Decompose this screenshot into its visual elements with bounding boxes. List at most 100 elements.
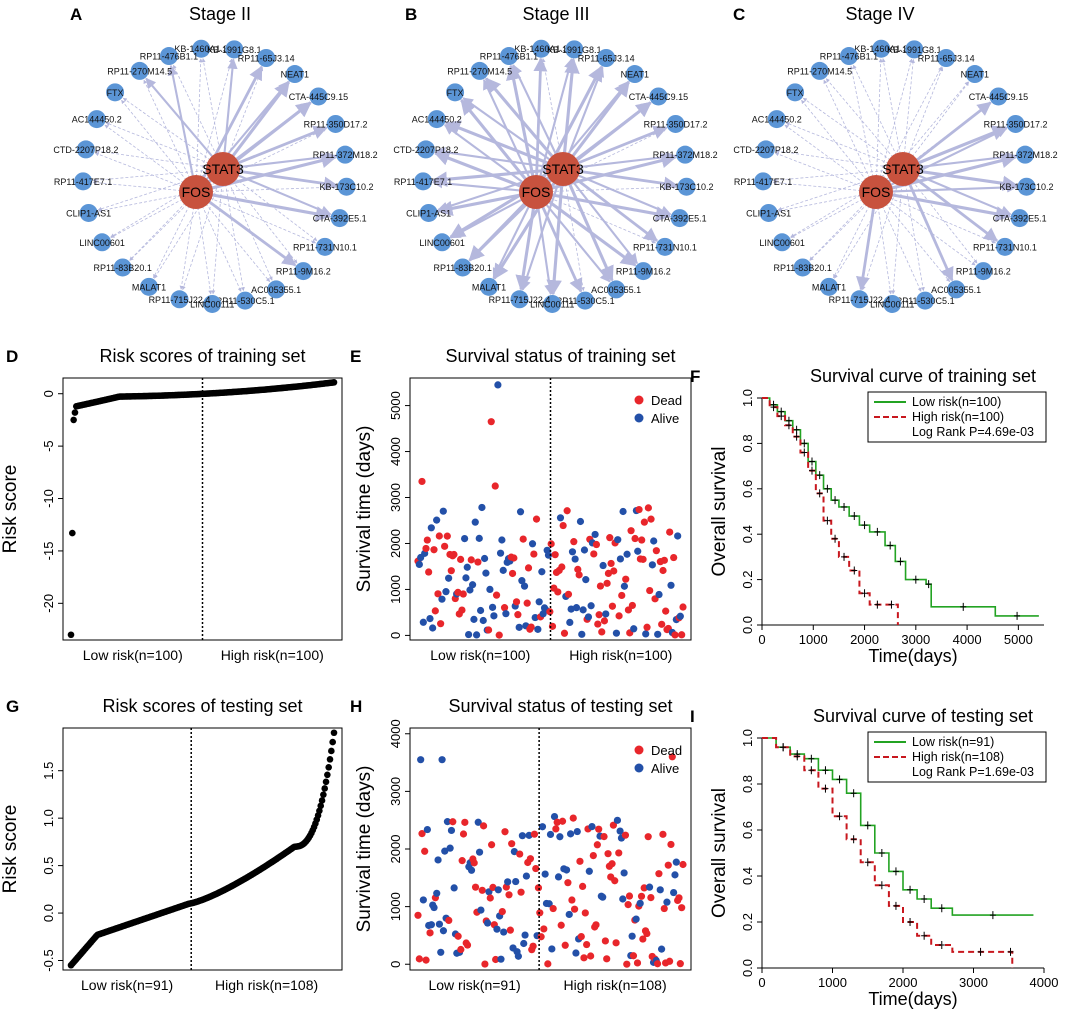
network-edge — [143, 79, 197, 193]
network-edge — [444, 120, 564, 171]
status-point — [620, 582, 629, 590]
status-point — [438, 595, 446, 603]
y-tick-label: 0 — [41, 390, 56, 397]
node-label: AC005355.1 — [931, 285, 981, 295]
network-node — [974, 262, 993, 281]
network-edge — [181, 168, 224, 291]
status-point — [608, 602, 617, 610]
network-node — [309, 87, 328, 106]
network-node — [839, 47, 858, 66]
panel-letter: F — [690, 367, 700, 386]
y-tick-label: -20 — [41, 594, 56, 613]
status-point — [590, 550, 598, 558]
censor-mark — [874, 600, 881, 609]
censor-mark — [808, 754, 815, 763]
network-edge — [535, 191, 657, 244]
node-label: RP11-372M18.2 — [653, 150, 718, 160]
network-node — [1017, 177, 1036, 196]
node-label: KB-1460A1.3 — [174, 44, 228, 54]
status-point — [643, 929, 651, 938]
network-node — [655, 237, 674, 256]
status-point — [524, 564, 533, 572]
node-label: RP11-65J3.14 — [918, 54, 975, 64]
status-point — [576, 857, 584, 865]
status-point — [558, 563, 566, 571]
status-point — [577, 932, 585, 941]
censor-mark — [841, 502, 848, 511]
status-point — [531, 613, 539, 622]
status-point — [489, 883, 497, 891]
status-point — [616, 827, 624, 835]
y-tick-label: 3000 — [388, 777, 403, 806]
status-point — [615, 849, 623, 857]
node-label: RP11-350D17.2 — [984, 119, 1048, 129]
node-label: RP11-83B20.1 — [773, 263, 831, 273]
panel-title: Survival status of training set — [445, 346, 675, 366]
panel-title: Risk scores of testing set — [102, 696, 302, 716]
status-point — [461, 534, 469, 543]
censor-mark — [836, 812, 843, 821]
status-point — [623, 550, 631, 558]
legend-marker — [634, 763, 644, 773]
status-point — [634, 547, 642, 555]
risk-point — [330, 379, 338, 386]
status-point — [523, 599, 531, 607]
network-node — [1010, 209, 1029, 228]
network-edge — [484, 77, 565, 171]
status-point — [517, 888, 525, 896]
status-point — [592, 540, 601, 549]
status-point — [508, 569, 517, 578]
status-point — [566, 830, 575, 838]
status-point — [551, 551, 559, 559]
group-label: High risk(n=100) — [569, 647, 672, 663]
panel-title: Stage IV — [845, 4, 914, 24]
node-label: RP11-83B20.1 — [93, 263, 151, 273]
status-point — [493, 925, 501, 933]
status-point — [587, 602, 595, 610]
status-point — [633, 959, 642, 967]
node-label: MALAT1 — [812, 282, 846, 292]
network-edge — [512, 64, 564, 170]
status-point — [431, 607, 439, 615]
status-point — [647, 894, 655, 902]
node-label: NEAT1 — [621, 70, 649, 80]
status-point — [675, 894, 683, 902]
legend-label: Dead — [651, 743, 682, 758]
status-point — [423, 825, 431, 834]
status-point — [580, 954, 588, 962]
status-point — [417, 756, 425, 764]
status-point — [640, 884, 648, 892]
node-label: LINC00111 — [190, 299, 234, 309]
x-tick-label: 4000 — [953, 632, 982, 647]
network-edge — [902, 168, 1012, 216]
network-edge — [195, 191, 242, 292]
status-point — [599, 561, 607, 570]
status-point — [458, 857, 466, 865]
survival-status-panel-h: H Survival status of testing set 0 1000 2000… — [350, 696, 692, 993]
status-point — [637, 892, 646, 900]
status-point — [450, 550, 458, 559]
risk-point — [329, 738, 336, 746]
node-label: CTA-392E5.1 — [313, 214, 367, 224]
y-tick-label: 1000 — [388, 575, 403, 604]
y-tick-label: 4000 — [388, 437, 403, 466]
status-point — [445, 916, 453, 924]
status-point — [419, 896, 427, 904]
status-point — [573, 827, 581, 836]
status-point — [544, 551, 553, 559]
status-point — [462, 574, 470, 582]
status-point — [479, 822, 488, 830]
network-edge — [875, 191, 922, 292]
network-edge — [222, 168, 273, 281]
legend: Low risk(n=100)High risk(n=100)Log Rank … — [867, 391, 1047, 443]
status-point — [500, 928, 508, 936]
status-point — [422, 544, 430, 553]
status-point — [612, 939, 620, 947]
node-label: AC144450.2 — [752, 115, 802, 125]
node-label: LINC00601 — [759, 238, 805, 248]
status-point — [657, 945, 666, 953]
status-point — [559, 521, 567, 530]
status-point — [591, 530, 599, 539]
status-point — [512, 598, 521, 606]
node-label: LINC00601 — [79, 238, 125, 248]
